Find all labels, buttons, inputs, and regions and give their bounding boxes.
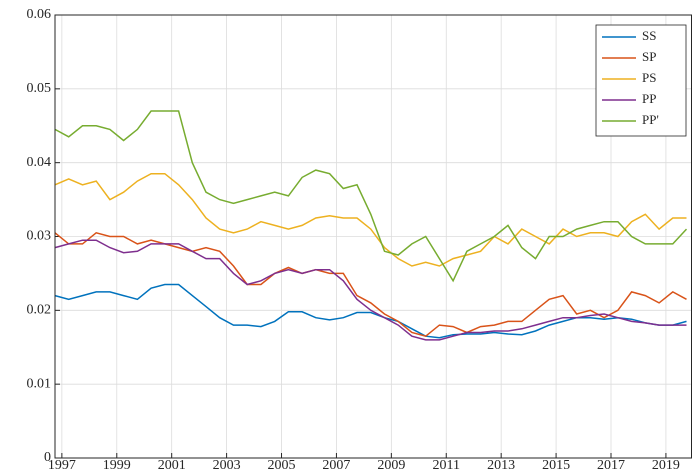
legend-box: [595, 24, 687, 137]
axes-box: [54, 14, 692, 459]
y-tick-label: 0.01: [27, 376, 52, 391]
x-tick-label: 2015: [542, 458, 570, 471]
x-tick-label: 2011: [433, 458, 460, 471]
x-tick-label: 2005: [268, 458, 296, 471]
legend-label: PP: [642, 91, 656, 106]
legend: SS SP PS PP PP': [595, 24, 687, 137]
x-tick-label: 2007: [322, 458, 350, 471]
x-tick-label: 2001: [158, 458, 186, 471]
x-tick-label: 1999: [103, 458, 131, 471]
x-tick-label: 2013: [487, 458, 515, 471]
legend-label: SS: [642, 28, 656, 43]
x-tick-label: 2019: [652, 458, 680, 471]
line: [54, 239, 687, 341]
y-tick-label: 0.06: [27, 7, 52, 22]
y-tick-label: 0.03: [27, 229, 52, 244]
y-tick-label: 0.04: [27, 155, 52, 170]
legend-label: PP': [642, 112, 659, 127]
y-tick-label: 0: [44, 450, 51, 465]
y-tick-label: 0.05: [27, 81, 52, 96]
x-tick-label: 2009: [377, 458, 405, 471]
legend-label: SP: [642, 49, 656, 64]
x-tick-label: 2017: [597, 458, 625, 471]
line: [54, 172, 687, 267]
legend-label: PS: [642, 70, 656, 85]
x-tick-label: 1997: [48, 458, 76, 471]
line: [54, 110, 688, 283]
x-tick-label: 2003: [213, 458, 241, 471]
line: [54, 231, 687, 338]
y-tick-label: 0.02: [27, 303, 52, 318]
